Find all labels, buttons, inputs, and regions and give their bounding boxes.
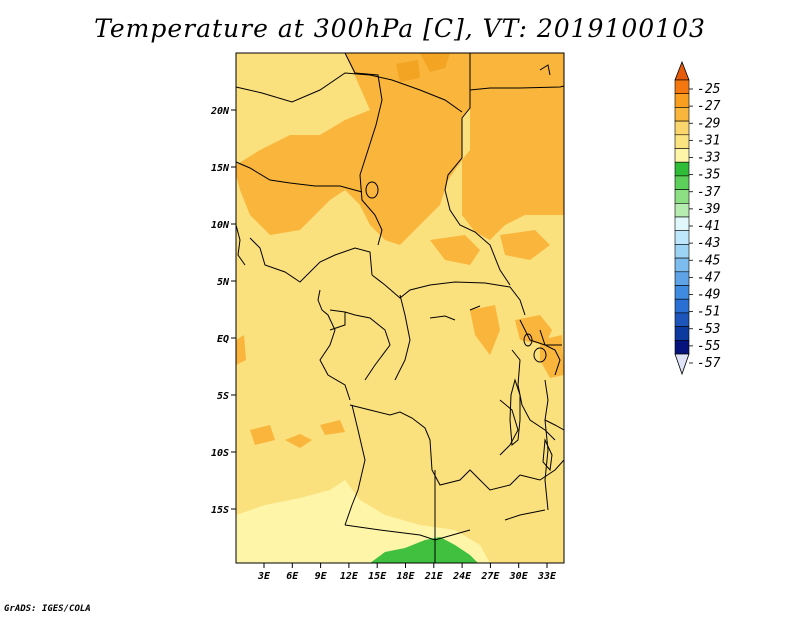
colorbar-top-arrow xyxy=(674,60,690,81)
colorbar-label: -51 xyxy=(697,305,720,320)
colorbar-segment xyxy=(674,312,690,327)
lat-tick-label: 10N xyxy=(211,220,230,231)
lon-tick-label: 6E xyxy=(286,571,299,582)
grads-credit: GrADS: IGES/COLA xyxy=(4,604,91,614)
colorbar-segment xyxy=(674,230,690,245)
colorbar: -25 -27 -29 -31 -33 -35 -37 -39 -41 -43 -45 -47 -49 -… xyxy=(674,60,721,376)
lat-tick-label: 10S xyxy=(211,448,229,459)
colorbar-segment xyxy=(674,216,690,231)
lat-tick-label: 15S xyxy=(211,505,229,516)
colorbar-label: -55 xyxy=(697,339,721,354)
colorbar-label: -49 xyxy=(697,288,720,303)
colorbar-segment xyxy=(674,203,690,218)
colorbar-segment xyxy=(674,298,690,314)
colorbar-label: -37 xyxy=(697,185,721,200)
latitude-axis: 20N 15N 10N 5N EQ 5S 10S 15S xyxy=(210,106,236,516)
colorbar-label: -53 xyxy=(697,322,720,337)
colorbar-segment xyxy=(674,257,690,273)
colorbar-segment xyxy=(674,148,690,163)
lat-tick-label: 5S xyxy=(217,391,229,402)
colorbar-label: -43 xyxy=(697,236,720,251)
lon-tick-label: 27E xyxy=(480,571,500,582)
colorbar-segment xyxy=(674,120,690,136)
lon-tick-label: 15E xyxy=(368,571,387,582)
colorbar-label: -41 xyxy=(697,219,720,234)
colorbar-segment xyxy=(674,107,690,122)
lon-tick-label: 21E xyxy=(424,571,444,582)
colorbar-segment xyxy=(674,79,690,94)
colorbar-segment xyxy=(674,326,690,341)
colorbar-segment xyxy=(674,93,690,108)
colorbar-segment xyxy=(674,271,690,286)
colorbar-bottom-arrow xyxy=(674,353,690,376)
lake-outlines xyxy=(365,181,553,472)
lat-tick-label: 15N xyxy=(211,163,230,174)
colorbar-label: -33 xyxy=(697,151,720,166)
colorbar-segment xyxy=(674,175,690,190)
colorbar-label: -25 xyxy=(697,82,721,97)
longitude-axis: 3E 6E 9E 12E 15E 18E 21E 24E 27E 30E 33E xyxy=(257,563,557,582)
warmest-temperature-regions xyxy=(396,53,450,82)
colorbar-segment xyxy=(674,285,690,300)
colorbar-segment xyxy=(674,134,690,149)
colorbar-label: -29 xyxy=(697,116,720,131)
colorbar-label: -45 xyxy=(697,253,721,268)
country-boundaries xyxy=(235,52,565,563)
lon-tick-label: 24E xyxy=(452,571,472,582)
colorbar-segment xyxy=(674,244,690,259)
colorbar-segment xyxy=(674,339,690,355)
colorbar-label: -39 xyxy=(697,202,720,217)
lat-tick-label: 5N xyxy=(217,277,230,288)
lat-tick-label: EQ xyxy=(217,334,229,345)
warm-temperature-regions xyxy=(236,53,564,448)
colorbar-label: -47 xyxy=(697,270,721,285)
colorbar-label: -27 xyxy=(697,99,721,114)
map-frame xyxy=(235,52,565,564)
map-title: Temperature at 300hPa [C], VT: 201910010… xyxy=(94,14,706,43)
colorbar-segment xyxy=(674,161,690,177)
lon-tick-label: 9E xyxy=(315,571,328,582)
lon-tick-label: 33E xyxy=(537,571,557,582)
cold-temperature-region xyxy=(370,537,478,563)
colorbar-label: -57 xyxy=(697,356,721,371)
map-panel xyxy=(235,52,565,564)
lat-tick-label: 20N xyxy=(210,106,230,117)
lon-tick-label: 3E xyxy=(257,571,271,582)
colorbar-label: -31 xyxy=(697,133,720,148)
colorbar-label: -35 xyxy=(697,168,721,183)
lon-tick-label: 12E xyxy=(340,571,359,582)
colorbar-segment xyxy=(674,189,690,204)
lon-tick-label: 30E xyxy=(509,571,529,582)
lon-tick-label: 18E xyxy=(396,571,415,582)
